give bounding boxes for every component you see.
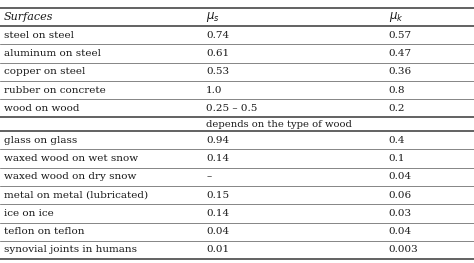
Text: 0.2: 0.2 — [389, 104, 405, 113]
Text: 0.14: 0.14 — [206, 209, 229, 218]
Text: waxed wood on wet snow: waxed wood on wet snow — [4, 154, 138, 163]
Text: waxed wood on dry snow: waxed wood on dry snow — [4, 172, 136, 181]
Text: 0.1: 0.1 — [389, 154, 405, 163]
Text: synovial joints in humans: synovial joints in humans — [4, 245, 137, 254]
Text: 0.53: 0.53 — [206, 67, 229, 76]
Text: 0.03: 0.03 — [389, 209, 412, 218]
Text: 0.47: 0.47 — [389, 49, 412, 58]
Text: $\mu_k$: $\mu_k$ — [389, 10, 403, 24]
Text: 0.57: 0.57 — [389, 31, 412, 40]
Text: steel on steel: steel on steel — [4, 31, 74, 40]
Text: –: – — [206, 172, 211, 181]
Text: 0.01: 0.01 — [206, 245, 229, 254]
Text: Surfaces: Surfaces — [4, 12, 53, 22]
Text: 0.36: 0.36 — [389, 67, 412, 76]
Text: rubber on concrete: rubber on concrete — [4, 85, 106, 95]
Text: copper on steel: copper on steel — [4, 67, 85, 76]
Text: ice on ice: ice on ice — [4, 209, 54, 218]
Text: metal on metal (lubricated): metal on metal (lubricated) — [4, 191, 148, 200]
Text: 0.04: 0.04 — [389, 227, 412, 236]
Text: 1.0: 1.0 — [206, 85, 223, 95]
Text: wood on wood: wood on wood — [4, 104, 79, 113]
Text: 0.04: 0.04 — [389, 172, 412, 181]
Text: 0.04: 0.04 — [206, 227, 229, 236]
Text: 0.15: 0.15 — [206, 191, 229, 200]
Text: glass on glass: glass on glass — [4, 136, 77, 145]
Text: 0.74: 0.74 — [206, 31, 229, 40]
Text: 0.8: 0.8 — [389, 85, 405, 95]
Text: aluminum on steel: aluminum on steel — [4, 49, 101, 58]
Text: 0.25 – 0.5: 0.25 – 0.5 — [206, 104, 257, 113]
Text: 0.14: 0.14 — [206, 154, 229, 163]
Text: 0.003: 0.003 — [389, 245, 419, 254]
Text: 0.4: 0.4 — [389, 136, 405, 145]
Text: 0.06: 0.06 — [389, 191, 412, 200]
Text: teflon on teflon: teflon on teflon — [4, 227, 84, 236]
Text: depends on the type of wood: depends on the type of wood — [206, 120, 352, 129]
Text: 0.94: 0.94 — [206, 136, 229, 145]
Text: 0.61: 0.61 — [206, 49, 229, 58]
Text: $\mu_s$: $\mu_s$ — [206, 10, 220, 24]
